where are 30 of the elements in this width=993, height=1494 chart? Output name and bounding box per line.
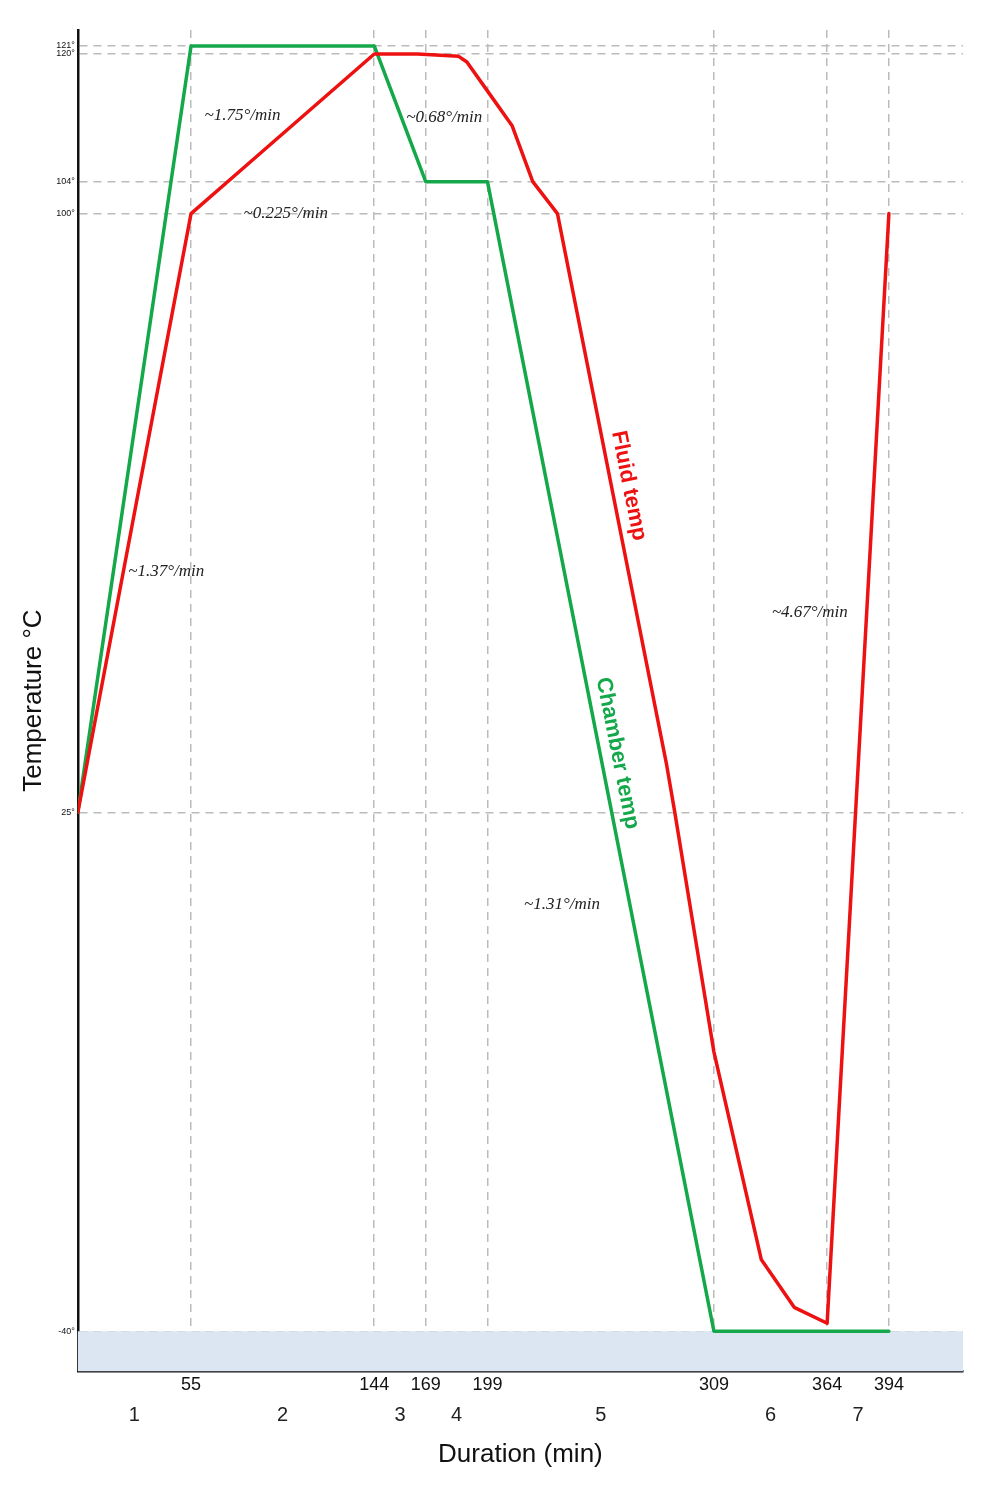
x-tick-label: 55: [181, 1373, 202, 1394]
text: Chamber temp: [591, 674, 646, 831]
annotation: ~1.31°/min: [524, 893, 600, 913]
x-tick-label: 144: [359, 1373, 390, 1394]
text: 1: [128, 1402, 140, 1425]
annotation: ~1.37°/min: [128, 561, 205, 581]
text: 7: [852, 1402, 864, 1425]
y-axis-title: Temperature °C: [16, 609, 47, 792]
y-tick-label: 121°: [56, 40, 76, 51]
text: 5: [595, 1402, 607, 1425]
y-tick-label: -40°: [58, 1325, 76, 1336]
text: 6: [764, 1402, 777, 1425]
x-tick-label: 309: [698, 1373, 729, 1394]
y-tick-label: 25°: [61, 806, 76, 817]
x-tick-label: 199: [472, 1373, 503, 1394]
y-tick-label: 120°: [56, 48, 76, 59]
annotation: ~0.68°/min: [406, 106, 483, 126]
text: 2: [277, 1402, 289, 1425]
text: Fluid temp: [607, 428, 654, 543]
x-tick-label: 364: [812, 1373, 843, 1394]
x-axis-title: Duration (min): [438, 1437, 603, 1468]
annotation: ~1.75°/min: [204, 105, 281, 125]
x-tick-label: 394: [873, 1373, 904, 1394]
annotation: ~0.225°/min: [243, 203, 329, 223]
text: 4: [451, 1402, 463, 1425]
y-tick-label: 100°: [56, 208, 76, 219]
y-tick-label: 104°: [56, 176, 76, 187]
x-tick-label: 169: [410, 1373, 441, 1394]
annotation: ~4.67°/min: [771, 601, 848, 621]
text: 3: [394, 1402, 406, 1425]
